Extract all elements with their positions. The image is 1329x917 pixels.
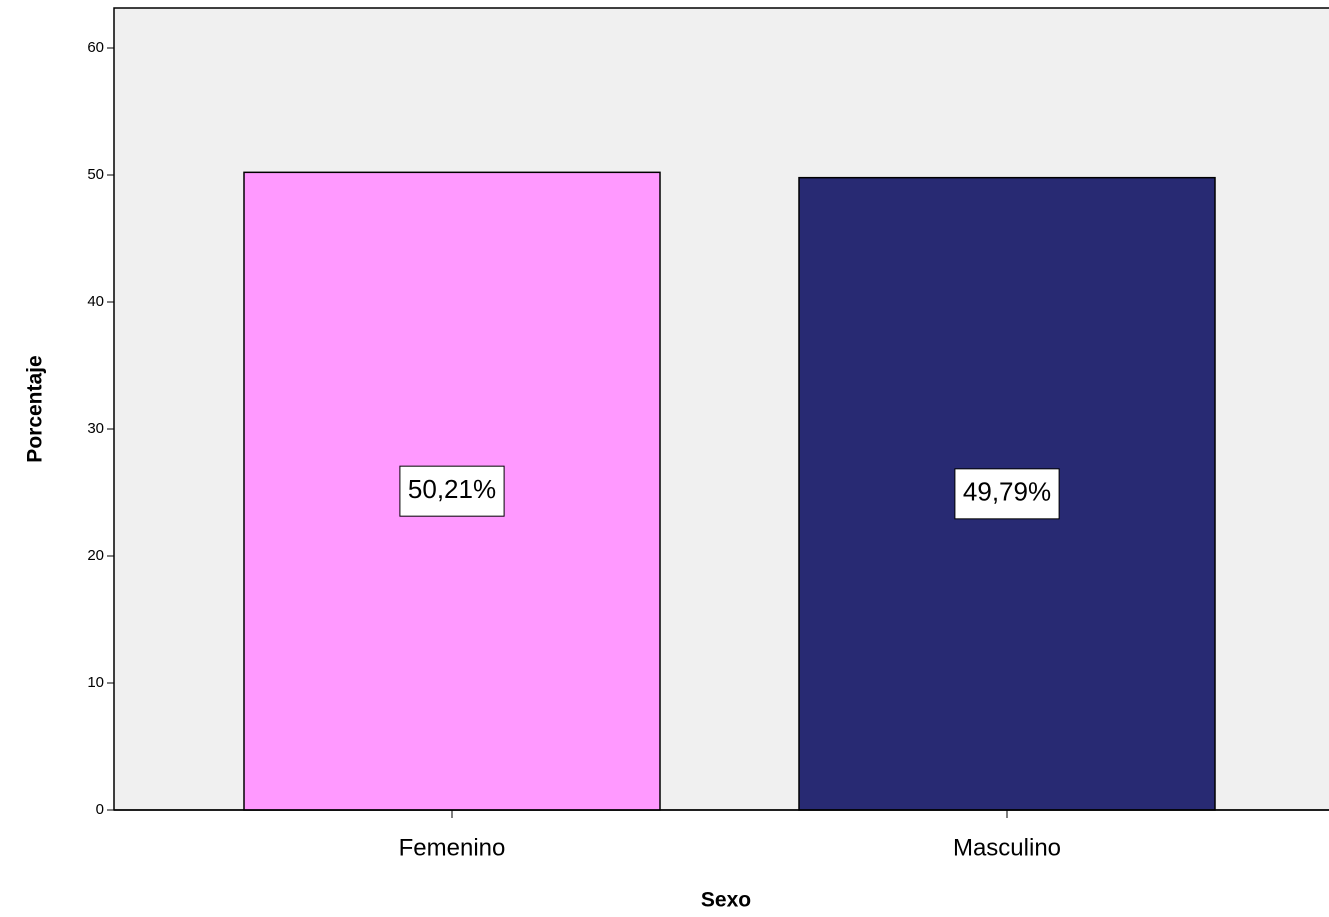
y-tick-label: 60 <box>87 39 104 56</box>
x-axis-title: Sexo <box>701 889 751 912</box>
y-tick-label: 30 <box>87 420 104 437</box>
y-tick-label: 0 <box>96 801 104 818</box>
value-label-box <box>399 465 505 517</box>
y-axis-title: Porcentaje <box>24 355 47 462</box>
value-label-box <box>954 468 1060 520</box>
y-tick-label: 50 <box>87 166 104 183</box>
value-label: 50,21% <box>408 474 496 504</box>
y-tick-label: 20 <box>87 547 104 564</box>
bar <box>798 176 1216 811</box>
y-tick-label: 10 <box>87 674 104 691</box>
x-tick-label: Femenino <box>399 834 506 861</box>
y-tick-label: 40 <box>87 293 104 310</box>
value-label: 49,79% <box>963 477 1051 507</box>
x-tick-label: Masculino <box>953 834 1061 861</box>
